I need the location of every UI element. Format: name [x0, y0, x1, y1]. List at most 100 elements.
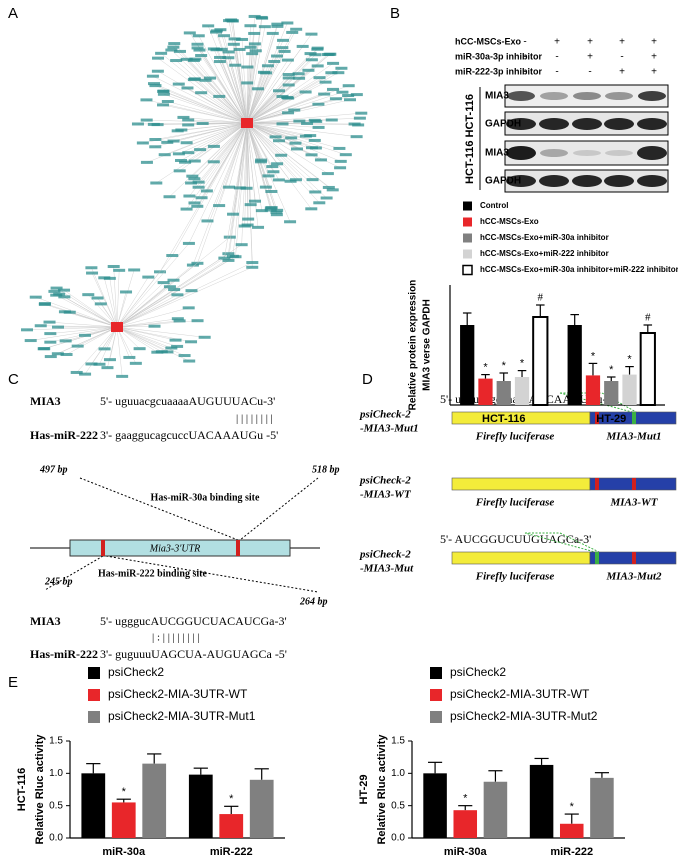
node	[113, 268, 126, 272]
node	[199, 78, 212, 82]
node	[313, 201, 326, 205]
node	[322, 185, 335, 189]
node	[284, 179, 297, 183]
edge	[77, 326, 118, 347]
node	[44, 355, 57, 359]
band	[573, 150, 601, 156]
node	[185, 181, 198, 185]
legend-swatch	[88, 711, 100, 723]
significance: *	[229, 793, 234, 805]
node	[214, 55, 227, 59]
node	[268, 59, 281, 63]
edge	[246, 112, 362, 124]
edge	[50, 326, 118, 357]
node	[348, 122, 361, 126]
node	[249, 199, 262, 203]
node	[152, 56, 165, 60]
bar	[567, 325, 582, 405]
target-seq: 5'- ugggucAUCGGUCUACAUCGa-3'	[100, 614, 287, 628]
node	[223, 235, 236, 239]
node	[334, 159, 347, 163]
mirna-seq: 3'- gaaggucagcuccUACAAAUGu -5'	[100, 428, 278, 442]
node	[171, 129, 184, 133]
node	[182, 123, 195, 127]
node	[59, 339, 72, 343]
band	[506, 146, 536, 160]
node	[180, 141, 193, 145]
node	[265, 206, 278, 210]
band	[506, 175, 536, 187]
node	[201, 219, 214, 223]
node	[150, 181, 163, 185]
x-tick-label: miR-222	[550, 846, 593, 858]
panel-label: C	[8, 371, 19, 388]
edge	[56, 294, 118, 328]
band	[507, 91, 535, 101]
legend-label: psiCheck2-MIA-3UTR-Mut1	[108, 709, 256, 723]
edge	[156, 122, 248, 184]
edge	[116, 256, 234, 328]
node	[293, 76, 306, 80]
node	[335, 66, 348, 70]
edge	[246, 97, 288, 124]
panel-label: E	[8, 674, 18, 691]
edge	[198, 122, 248, 183]
node	[195, 54, 208, 58]
edge	[246, 122, 269, 176]
legend-label: psiCheck2	[108, 665, 164, 679]
node	[167, 278, 180, 282]
bp-label: 518 bp	[312, 464, 340, 475]
site-label: Has-miR-30a binding site	[151, 492, 260, 503]
node	[172, 152, 185, 156]
node	[222, 50, 235, 54]
bar	[529, 764, 554, 838]
node	[94, 302, 107, 306]
y-tick-label: 0.5	[49, 800, 63, 811]
edge	[246, 33, 273, 124]
condition-label: hCC-MSCs-Exo	[455, 36, 522, 46]
edge	[163, 90, 248, 124]
edge	[244, 122, 248, 227]
node	[101, 366, 114, 370]
edge	[157, 57, 248, 124]
edge	[171, 49, 248, 124]
edge	[116, 294, 178, 328]
node	[140, 118, 153, 122]
edge	[91, 326, 118, 365]
bar	[622, 374, 637, 405]
bar	[483, 781, 508, 838]
node	[342, 84, 355, 88]
node	[167, 139, 180, 143]
node	[269, 135, 282, 139]
node	[266, 165, 279, 169]
x-tick-label: HCT-116	[482, 413, 525, 425]
node	[344, 98, 357, 102]
node	[58, 288, 71, 292]
condition-sign: -	[523, 37, 526, 48]
node	[311, 46, 324, 50]
node	[82, 293, 95, 297]
node	[166, 254, 179, 258]
panel-label: B	[390, 5, 400, 22]
node	[301, 121, 314, 125]
legend-label: Control	[480, 201, 508, 210]
band	[539, 175, 569, 187]
bands	[506, 91, 667, 187]
y-axis-label: Relative Rluc activity	[34, 734, 46, 845]
bar	[423, 773, 447, 838]
node	[151, 123, 164, 127]
node	[342, 94, 355, 98]
edge	[116, 291, 127, 328]
bar	[188, 774, 213, 838]
significance: *	[570, 801, 575, 813]
node	[271, 208, 284, 212]
node	[311, 64, 324, 68]
gene-label: Firefly luciferase	[475, 497, 555, 509]
node	[146, 74, 159, 78]
firefly-box	[451, 551, 591, 565]
band	[638, 91, 666, 101]
node	[34, 324, 47, 328]
node	[355, 111, 368, 115]
edge	[193, 60, 248, 124]
edge	[246, 122, 278, 211]
